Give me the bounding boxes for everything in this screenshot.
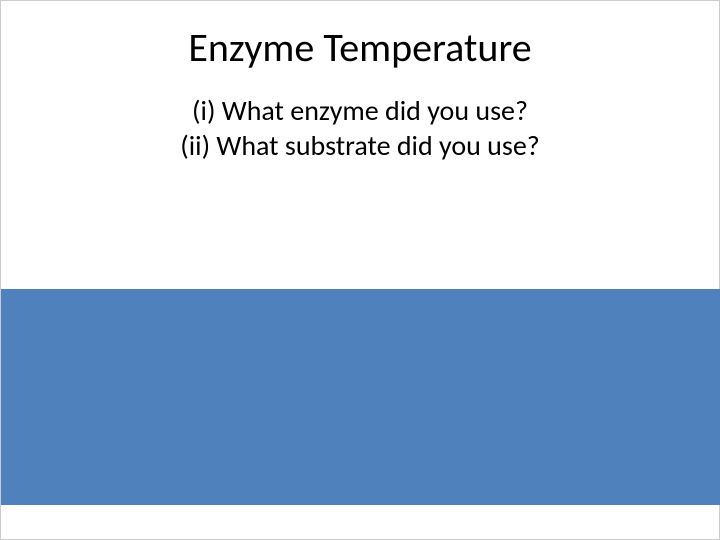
blue-answer-box [1,289,720,505]
slide-title: Enzyme Temperature [1,23,719,72]
slide-container: Enzyme Temperature (i) What enzyme did y… [0,0,720,540]
question-block: (i) What enzyme did you use? (ii) What s… [1,93,719,163]
question-line-2: (ii) What substrate did you use? [1,128,719,163]
question-line-1: (i) What enzyme did you use? [1,93,719,128]
